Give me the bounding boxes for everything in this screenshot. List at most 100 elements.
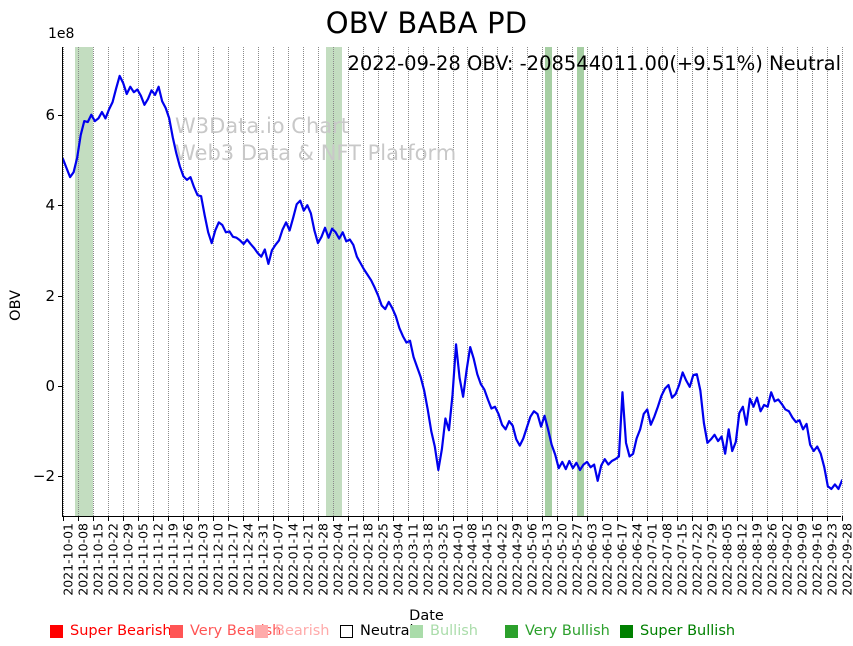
- x-grid-line: [737, 47, 739, 516]
- x-tick-mark: [272, 516, 274, 521]
- x-tick-mark: [347, 516, 349, 521]
- x-tick-label: 2022-03-18: [420, 523, 436, 596]
- x-tick-label: 2022-05-13: [539, 523, 555, 596]
- x-tick-mark: [557, 516, 559, 521]
- x-tick-label: 2022-01-07: [270, 523, 286, 596]
- x-grid-line: [107, 47, 109, 516]
- x-grid-line: [662, 47, 664, 516]
- x-tick-label: 2021-11-19: [165, 523, 181, 596]
- x-tick-label: 2022-09-02: [779, 523, 795, 596]
- x-tick-mark: [647, 516, 649, 521]
- x-grid-line: [482, 47, 484, 516]
- x-tick-label: 2022-08-26: [764, 523, 780, 596]
- legend-item-very-bullish[interactable]: Very Bullish: [505, 620, 610, 642]
- x-grid-line: [347, 47, 349, 516]
- x-tick-mark: [707, 516, 709, 521]
- x-tick-mark: [182, 516, 184, 521]
- legend-swatch-icon: [50, 624, 63, 638]
- x-grid-line: [722, 47, 724, 516]
- x-grid-line: [422, 47, 424, 516]
- x-grid-line: [617, 47, 619, 516]
- x-tick-mark: [287, 516, 289, 521]
- x-tick-label: 2022-01-21: [300, 523, 316, 596]
- x-tick-mark: [137, 516, 139, 521]
- x-grid-line: [587, 47, 589, 516]
- x-grid-line: [812, 47, 814, 516]
- legend-item-super-bullish[interactable]: Super Bullish: [620, 620, 735, 642]
- x-tick-label: 2022-09-16: [809, 523, 825, 596]
- legend-item-bullish[interactable]: Bullish: [410, 620, 478, 642]
- x-grid-line: [437, 47, 439, 516]
- x-tick-label: 2022-07-15: [674, 523, 690, 596]
- x-grid-line: [467, 47, 469, 516]
- x-grid-line: [197, 47, 199, 516]
- x-tick-mark: [92, 516, 94, 521]
- x-tick-mark: [512, 516, 514, 521]
- x-tick-mark: [302, 516, 304, 521]
- x-tick-mark: [632, 516, 634, 521]
- legend-swatch-icon: [410, 624, 423, 638]
- x-tick-label: 2022-05-20: [554, 523, 570, 596]
- x-tick-label: 2022-07-22: [689, 523, 705, 596]
- y-tick-label: 6: [45, 105, 55, 124]
- x-grid-line: [707, 47, 709, 516]
- x-grid-line: [227, 47, 229, 516]
- x-tick-mark: [77, 516, 79, 521]
- x-grid-line: [452, 47, 454, 516]
- x-tick-mark: [587, 516, 589, 521]
- x-tick-mark: [407, 516, 409, 521]
- x-grid-line: [497, 47, 499, 516]
- x-tick-mark: [63, 516, 64, 521]
- x-grid-line: [557, 47, 559, 516]
- y-tick-mark: [58, 295, 63, 297]
- x-grid-line: [647, 47, 649, 516]
- x-grid-line: [572, 47, 574, 516]
- highlight-band-bullish: [74, 47, 93, 516]
- x-tick-label: 2022-08-12: [734, 523, 750, 596]
- x-grid-line: [317, 47, 319, 516]
- page-title: OBV BABA PD: [325, 6, 528, 40]
- x-tick-mark: [107, 516, 109, 521]
- y-tick-mark: [58, 476, 63, 478]
- y-tick-label: 4: [45, 196, 55, 215]
- x-tick-label: 2022-01-28: [315, 523, 331, 596]
- x-tick-mark: [617, 516, 619, 521]
- x-tick-label: 2022-07-01: [644, 523, 660, 596]
- x-grid-line: [272, 47, 274, 516]
- x-tick-mark: [362, 516, 364, 521]
- y-tick-label: 0: [45, 376, 55, 395]
- legend-item-neutral[interactable]: Neutral: [340, 620, 414, 642]
- x-grid-line: [827, 47, 829, 516]
- x-grid-line: [692, 47, 694, 516]
- x-grid-line: [842, 47, 843, 516]
- x-tick-label: 2022-04-08: [464, 523, 480, 596]
- x-tick-mark: [392, 516, 394, 521]
- y-axis-offset-label: 1e8: [48, 26, 75, 42]
- x-tick-mark: [842, 516, 843, 521]
- legend: Super Bearish Very Bearish Bearish Neutral B…: [50, 620, 840, 642]
- x-tick-mark: [497, 516, 499, 521]
- x-grid-line: [392, 47, 394, 516]
- x-tick-label: 2021-10-15: [90, 523, 106, 596]
- x-tick-label: 2022-04-29: [509, 523, 525, 596]
- x-tick-mark: [827, 516, 829, 521]
- x-tick-label: 2021-12-10: [210, 523, 226, 596]
- x-tick-mark: [527, 516, 529, 521]
- x-tick-label: 2021-10-08: [75, 523, 91, 596]
- x-grid-line: [152, 47, 154, 516]
- x-tick-label: 2022-04-22: [494, 523, 510, 596]
- legend-item-super-bearish[interactable]: Super Bearish: [50, 620, 172, 642]
- x-tick-mark: [662, 516, 664, 521]
- x-tick-label: 2022-05-27: [569, 523, 585, 596]
- x-tick-mark: [782, 516, 784, 521]
- legend-item-bearish[interactable]: Bearish: [255, 620, 330, 642]
- legend-label: Bearish: [275, 623, 330, 639]
- x-tick-mark: [377, 516, 379, 521]
- x-grid-line: [332, 47, 334, 516]
- y-axis-title: OBV: [8, 290, 24, 321]
- x-grid-line: [122, 47, 124, 516]
- x-tick-mark: [467, 516, 469, 521]
- x-grid-line: [92, 47, 94, 516]
- x-tick-label: 2022-06-10: [599, 523, 615, 596]
